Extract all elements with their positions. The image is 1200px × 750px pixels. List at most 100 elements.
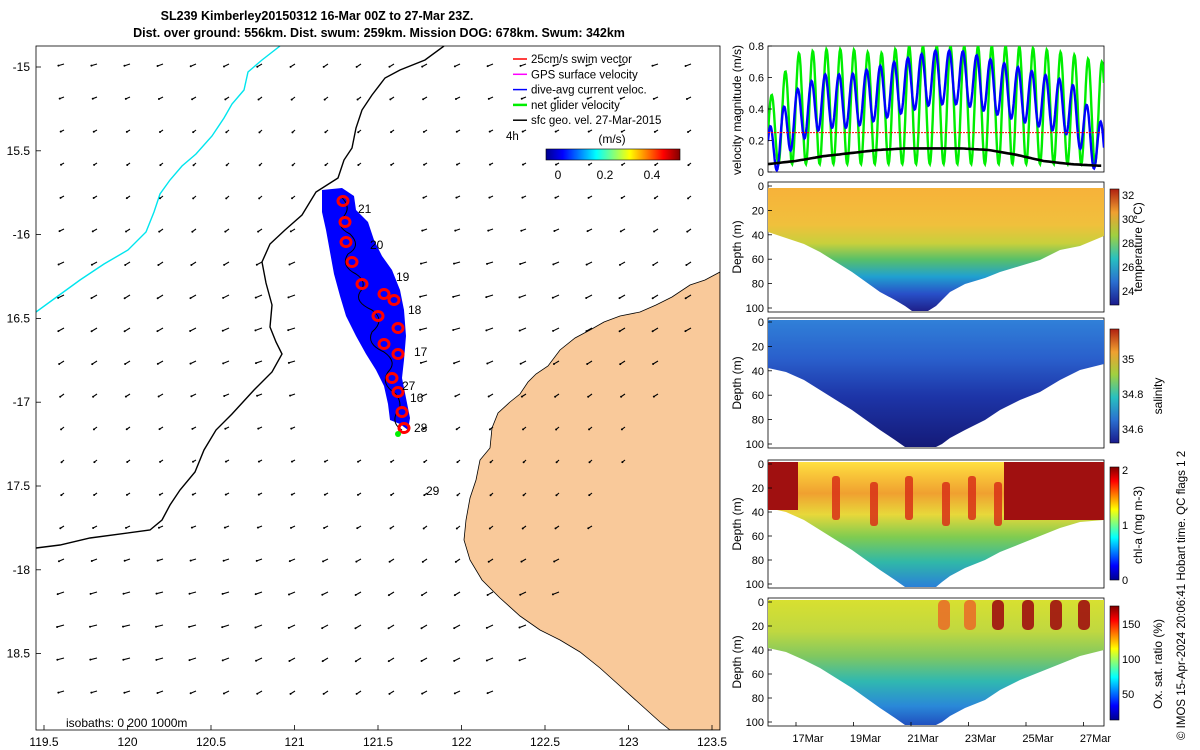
map-y-tick-label: 15.5 (7, 144, 31, 158)
temperature-colorbar (1109, 188, 1120, 306)
oxygen-cbar-tick: 150 (1122, 619, 1140, 631)
map-x-tick-label: 123 (618, 735, 638, 749)
sfc-geo-vector-head (454, 229, 457, 232)
sfc-geo-vector-head (653, 130, 656, 133)
sfc-geo-vector-head (423, 494, 426, 497)
sfc-geo-vector-head (125, 230, 128, 233)
depth-tick: 100 (746, 717, 764, 729)
sfc-geo-vector-head (355, 560, 358, 563)
salinity-colorbar (1109, 328, 1120, 444)
sfc-geo-vector-head (553, 560, 556, 563)
glider-position-marker (395, 431, 401, 437)
depth-tick: 100 (746, 579, 764, 591)
chla-panel: chl-a (mg m-3) (767, 459, 1145, 589)
sfc-geo-vector-head (255, 559, 258, 562)
sfc-geo-vector-head (684, 65, 687, 68)
sfc-geo-vector (57, 294, 65, 299)
sfc-geo-vector-head (189, 559, 192, 562)
sfc-geo-vector-head (488, 163, 491, 166)
sfc-geo-vector-head (487, 229, 490, 232)
chla-colorbar (1109, 466, 1120, 581)
sfc-geo-vector-head (222, 362, 225, 365)
sfc-geo-vector-head (192, 460, 195, 463)
sfc-geo-vector-head (255, 659, 258, 662)
depth-tick: 20 (752, 341, 764, 353)
sfc-geo-vector-head (323, 526, 326, 529)
day-label: 21 (358, 202, 372, 216)
sfc-geo-vector-head (620, 197, 623, 200)
sfc-geo-vector-head (454, 395, 457, 398)
sfc-geo-vector-head (421, 692, 424, 695)
sfc-geo-vector-head (518, 659, 521, 662)
day-label: 19 (396, 270, 410, 284)
sfc-geo-vector-head (124, 263, 127, 266)
depth-tick: 0 (758, 597, 764, 609)
sfc-geo-vector-head (56, 593, 59, 596)
sfc-geo-vector (453, 294, 461, 298)
velocity-y-tick: 0.8 (749, 41, 764, 53)
sfc-geo-vector-head (123, 297, 126, 300)
sfc-geo-vector-head (389, 527, 392, 530)
sfc-geo-vector (619, 327, 626, 332)
sfc-geo-vector (123, 657, 131, 661)
sfc-geo-vector-head (455, 196, 458, 199)
sfc-geo-vector-head (621, 461, 624, 464)
swim-loop (345, 256, 359, 268)
sfc-geo-vector (520, 360, 527, 365)
sfc-geo-vector-head (487, 97, 490, 100)
sfc-geo-vector-head (89, 592, 92, 595)
sfc-geo-vector-head (357, 131, 360, 134)
sfc-geo-vector-head (355, 65, 358, 68)
sfc-geo-vector-head (93, 461, 96, 464)
sfc-geo-vector-head (521, 527, 524, 530)
sfc-geo-vector (190, 360, 197, 365)
chla-high-patch-right (1004, 462, 1104, 520)
sfc-geo-vector-head (422, 130, 425, 133)
sfc-geo-vector (420, 360, 428, 364)
sfc-geo-vector-head (520, 229, 523, 232)
credit-text: © IMOS 15-Apr-2024 20:06:41 Hobart time.… (1176, 451, 1188, 740)
sfc-geo-vector (91, 327, 98, 332)
speed-colorbar-ticks: 0 0.2 0.4 (555, 168, 661, 182)
sfc-geo-vector (288, 294, 296, 298)
sfc-geo-vector-head (585, 296, 588, 299)
sfc-geo-vector-head (257, 493, 260, 496)
sfc-geo-vector-head (555, 428, 558, 431)
sfc-geo-vector (553, 261, 560, 265)
sfc-geo-vector-head (389, 98, 392, 101)
sfc-geo-vector (289, 657, 296, 662)
sfc-geo-vector-head (189, 362, 192, 365)
depth-axis-labels: Depth (m) Depth (m) Depth (m) Depth (m) (730, 220, 744, 688)
sfc-geo-vector-head (453, 659, 456, 662)
sfc-geo-vector-head (58, 97, 61, 100)
sfc-geo-vector (157, 294, 164, 299)
sfc-geo-vector-head (124, 395, 127, 398)
sfc-geo-vector-head (90, 64, 93, 67)
section-colorbar-ticks: 32 30 28 26 24 35 34.8 34.6 2 1 0 150 100 50 (1122, 190, 1143, 701)
sfc-geo-vector-head (157, 98, 160, 101)
sfc-geo-vector-head (357, 164, 360, 167)
sfc-geo-vector (420, 294, 428, 298)
sfc-geo-vector-head (122, 625, 125, 628)
sfc-geo-vector (487, 360, 494, 364)
sfc-geo-vector-head (59, 395, 62, 398)
time-tick: 19Mar (850, 733, 882, 745)
sfc-geo-vector-head (57, 64, 60, 67)
swim-loop (387, 294, 401, 306)
depth-tick: 20 (752, 205, 764, 217)
chla-cbar-label: chl-a (mg m-3) (1131, 486, 1145, 564)
sfc-geo-vector-head (486, 593, 489, 596)
sfc-geo-vector (288, 624, 296, 629)
sfc-geo-vector-head (588, 163, 591, 166)
depth-contour-1000m (36, 46, 445, 549)
sfc-geo-vector (388, 624, 395, 629)
map-legend: 25cm/s swim vector GPS surface velocity di… (513, 54, 661, 127)
sfc-geo-vector (453, 624, 461, 629)
sfc-geo-vector-head (89, 625, 92, 628)
chla-band (994, 482, 1002, 526)
sfc-geo-vector-head (455, 527, 458, 530)
sfc-geo-vector-head (585, 64, 588, 67)
sfc-geo-vector (486, 261, 494, 265)
sfc-geo-vector-head (521, 196, 524, 199)
sfc-geo-vector-head (521, 130, 524, 133)
